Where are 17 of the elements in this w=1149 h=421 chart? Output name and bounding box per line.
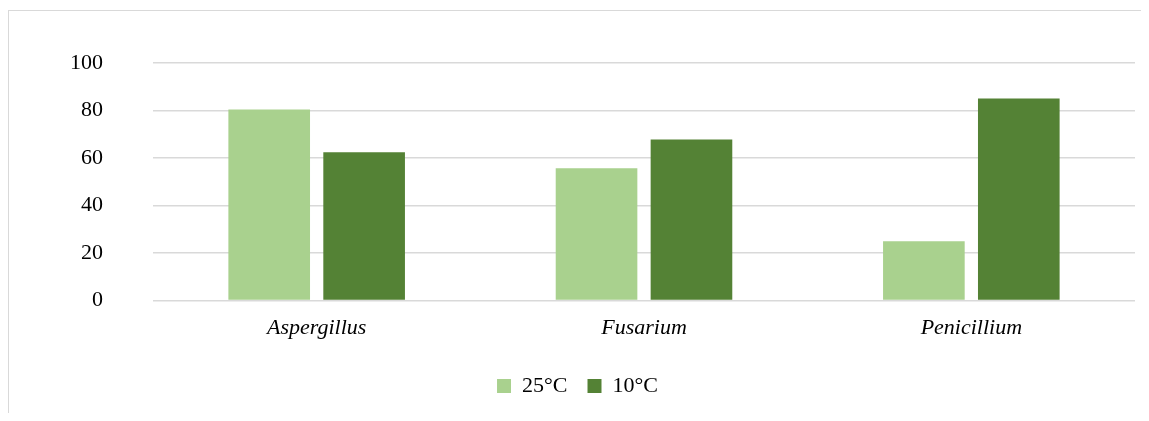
bar [555,168,638,300]
bar [650,139,733,300]
bar [323,152,405,300]
x-tick-label: Aspergillus [264,313,367,339]
legend-label: 10°C [612,371,658,397]
y-tick-label: 20 [81,238,103,264]
y-tick-label: 40 [81,191,103,217]
y-tick-label: 80 [81,96,103,122]
y-tick-label: 0 [92,286,103,312]
y-tick-label: 60 [81,143,103,169]
bar [977,98,1060,300]
y-tick-label: 100 [70,48,103,74]
legend-label: 25°C [522,371,568,397]
x-tick-label: Penicillium [919,313,1023,339]
bar [883,241,965,300]
x-tick-label: Fusarium [600,313,687,339]
bar [228,109,311,300]
